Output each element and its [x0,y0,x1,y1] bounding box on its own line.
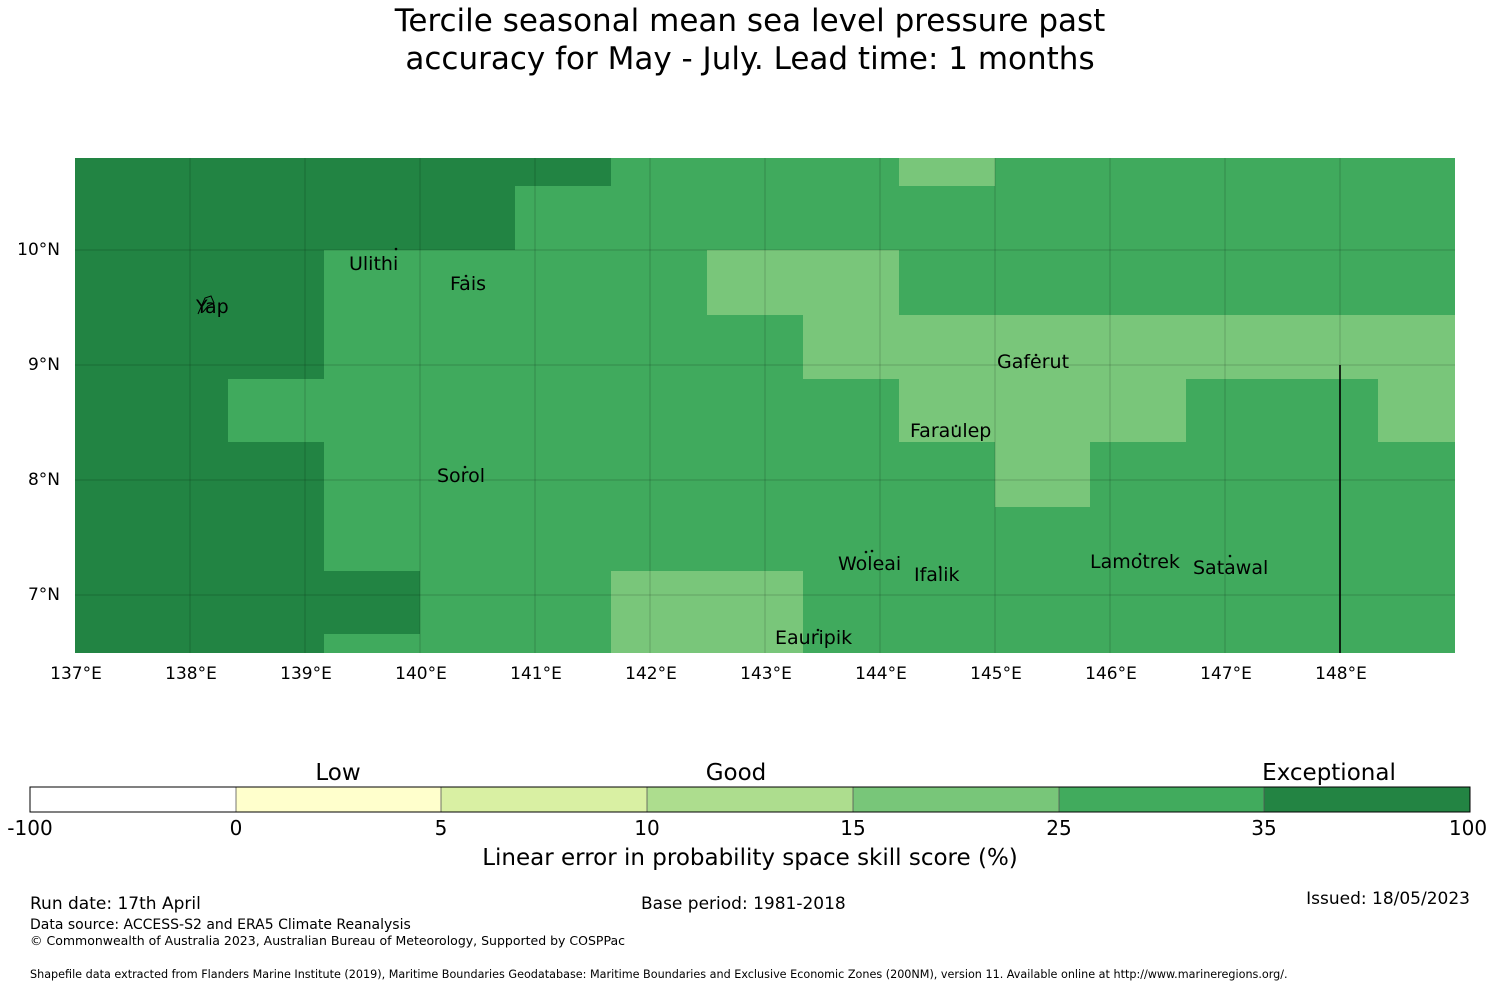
colorbar-segment [1059,787,1264,812]
lon-tick-label: 142°E [625,664,677,684]
island-marks [197,247,1232,632]
data-source: Data source: ACCESS-S2 and ERA5 Climate … [30,917,411,933]
colorbar-segment [236,787,441,812]
lat-tick-label: 10°N [17,240,60,260]
eauripik-island-mark [816,628,820,632]
lat-tick-label: 8°N [27,470,60,490]
title-line-2: accuracy for May - July. Lead time: 1 mo… [405,41,1095,77]
shapefile-credit: Shapefile data extracted from Flanders M… [30,968,1288,981]
place-label-ulithi: Ulithi [349,253,399,275]
place-label-fais: Fais [450,273,487,295]
colorbar-tick-label: 100 [1448,816,1488,840]
lon-tick-label: 148°E [1315,664,1367,684]
place-label-ifalik: Ifalik [914,564,960,586]
lamotrek-island-mark [1138,552,1142,556]
lat-tick-label: 9°N [27,355,60,375]
lon-tick-label: 145°E [970,664,1022,684]
lon-tick-label: 147°E [1200,664,1252,684]
colorbar-segment [1264,787,1470,812]
colorbar-tick-label: 15 [840,816,866,840]
skill-grid-cells [75,158,1455,653]
place-label-satawal: Satawal [1193,557,1269,579]
fais-island-mark [464,274,468,278]
cell-region-light-central [707,250,1455,507]
lon-tick-label: 140°E [395,664,447,684]
base-period: Base period: 1981-2018 [641,894,846,914]
colorbar-segment [647,787,853,812]
cell-region-exceptional-west [75,158,611,653]
colorbar-tick-label: 25 [1046,816,1072,840]
sorol-island-mark [463,465,467,469]
category-label-good: Good [705,760,767,786]
colorbar-tick-label: 0 [229,816,243,840]
lon-tick-label: 143°E [740,664,792,684]
category-label-low: Low [315,760,361,786]
woleai-island-mark-2 [870,549,874,553]
place-label-eauripik: Eauripik [775,627,853,649]
lon-tick-label: 146°E [1085,664,1137,684]
issued-date: Issued: 18/05/2023 [1306,889,1470,909]
colorbar-tick-label: -100 [7,816,53,840]
lon-tick-label: 144°E [855,664,907,684]
colorbar [29,786,1471,813]
colorbar-title: Linear error in probability space skill … [482,845,1018,871]
cell-region-light-south [611,571,803,653]
lon-tick-label: 137°E [50,664,102,684]
ifalik-island-mark [938,565,942,569]
category-label-exceptional: Exceptional [1262,760,1396,786]
place-label-woleai: Woleai [838,553,902,575]
ulithi-island-mark [394,247,398,251]
map-panel [75,158,1455,653]
satawal-island-mark [1228,554,1232,558]
run-date: Run date: 17th April [30,894,201,914]
colorbar-tick-label: 35 [1251,816,1277,840]
lon-tick-label: 141°E [510,664,562,684]
colorbar-tick-label: 10 [634,816,660,840]
place-label-sorol: Sorol [437,465,485,487]
chart-title: Tercile seasonal mean sea level pressure… [0,2,1500,78]
colorbar-segment [853,787,1059,812]
place-label-lamotrek: Lamotrek [1090,551,1180,573]
lat-tick-label: 7°N [27,585,60,605]
colorbar-segment [30,787,236,812]
title-line-1: Tercile seasonal mean sea level pressure… [394,3,1106,39]
woleai-island-mark [864,550,868,554]
place-label-gaferut: Gaferut [997,351,1070,373]
lon-tick-label: 139°E [280,664,332,684]
gaferut-island-mark [1034,353,1038,357]
place-label-faraulep: Faraulep [910,420,992,442]
colorbar-frame [29,786,1471,813]
cell-region-exceptional-south [324,571,420,634]
faraulep-island-mark [954,424,958,428]
copyright: © Commonwealth of Australia 2023, Austra… [30,933,625,948]
cell-region-light-north [899,158,995,186]
colorbar-tick-label: 5 [434,816,448,840]
place-label-yap: Yap [196,296,229,318]
colorbar-segment [441,787,647,812]
lon-tick-label: 138°E [165,664,217,684]
yap-island-shape [197,295,215,315]
